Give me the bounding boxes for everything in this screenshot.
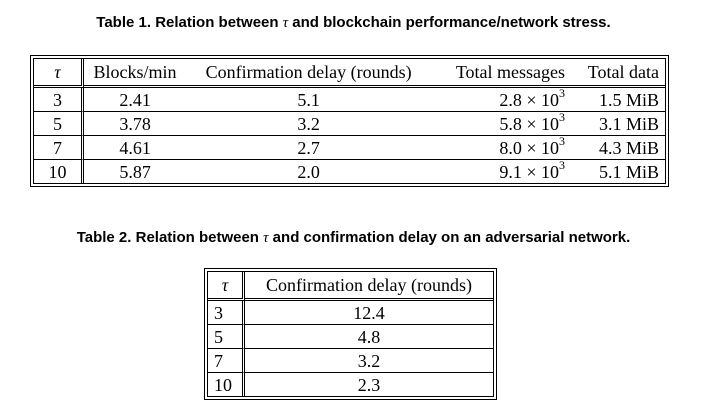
delay-cell: 12.4 [245,301,493,325]
times-ten: × 10 [526,89,560,110]
messages-cell: 8.0 × 103 [431,133,572,160]
delay-cell: 2.0 [297,161,320,182]
blocks-cell: 3.78 [84,112,187,136]
table2-caption-prefix: Table 2. Relation between [76,229,264,246]
tau-cell: 5 [34,112,85,136]
blocks-cell: 5.87 [119,161,151,182]
messages-exponent: 3 [559,133,566,148]
table-row: 7 3.2 [208,349,493,373]
data-cell: 3.1 MiB [571,112,665,136]
data-cell: 1.5 MiB [571,88,665,112]
table1-caption-prefix: Table 1. Relation between [96,14,283,31]
messages-cell: 2.8 × 103 [431,85,572,112]
data-cell: 5.1 MiB [598,161,659,182]
data-cell: 4.3 MiB [571,136,665,160]
table1: τ Blocks/min Confirmation delay (rounds)… [30,55,669,187]
table-row: 3 12.4 [208,301,493,325]
table1-header-data: Total data [571,59,665,88]
times-ten: × 10 [526,161,560,182]
table2-caption-suffix: and confirmation delay on an adversarial… [268,229,631,246]
tau-cell: 7 [34,136,85,160]
table2-header-tau: τ [208,272,245,301]
delay-cell: 2.3 [357,374,381,395]
table1-header-row: τ Blocks/min Confirmation delay (rounds)… [34,59,665,88]
messages-mantissa: 9.1 [499,161,522,182]
table-row: 7 4.61 2.7 8.0 × 103 4.3 MiB [34,133,665,160]
messages-exponent: 3 [559,85,566,100]
tau-cell: 5 [208,325,245,349]
table2-header-delay: Confirmation delay (rounds) [245,272,493,301]
table2-header-row: τ Confirmation delay (rounds) [208,272,493,301]
delay-cell: 3.2 [245,349,493,373]
messages-exponent: 3 [559,157,566,172]
table1-header-delay: Confirmation delay (rounds) [186,59,432,88]
messages-mantissa: 2.8 [499,89,522,110]
messages-mantissa: 8.0 [499,137,522,158]
tau-cell: 3 [208,301,245,325]
messages-exponent: 3 [559,109,566,124]
delay-cell: 5.1 [186,88,432,112]
delay-cell: 4.8 [245,325,493,349]
tau-cell: 10 [208,373,245,396]
tau-cell: 10 [34,160,85,183]
table1-caption-suffix: and blockchain performance/network stres… [288,14,611,31]
messages-cell: 5.8 × 103 [431,109,572,136]
table1-header-messages: Total messages [431,59,572,88]
delay-cell: 3.2 [186,112,432,136]
messages-mantissa: 5.8 [499,113,522,134]
messages-cell: 9.1 × 103 [431,157,571,183]
blocks-cell: 4.61 [84,136,187,160]
times-ten: × 10 [526,137,560,158]
table2-caption: Table 2. Relation between τ and confirma… [0,229,707,247]
table-row: 10 5.87 2.0 9.1 × 103 5.1 MiB [34,157,665,183]
blocks-cell: 2.41 [84,88,187,112]
table-row: 5 4.8 [208,325,493,349]
table1-header-tau: τ [34,59,85,88]
table1-caption-tau: τ [282,15,289,31]
table-row: 5 3.78 3.2 5.8 × 103 3.1 MiB [34,109,665,136]
times-ten: × 10 [526,113,560,134]
delay-cell: 2.7 [186,136,432,160]
table2: τ Confirmation delay (rounds) 3 12.4 5 4… [204,268,497,400]
tau-cell: 7 [208,349,245,373]
tau-cell: 3 [34,88,85,112]
table-row: 10 2.3 [208,373,493,396]
table-row: 3 2.41 5.1 2.8 × 103 1.5 MiB [34,85,665,112]
table1-caption: Table 1. Relation between τ and blockcha… [0,14,707,32]
table2-caption-tau: τ [263,230,269,246]
table1-header-blocks: Blocks/min [84,59,187,88]
